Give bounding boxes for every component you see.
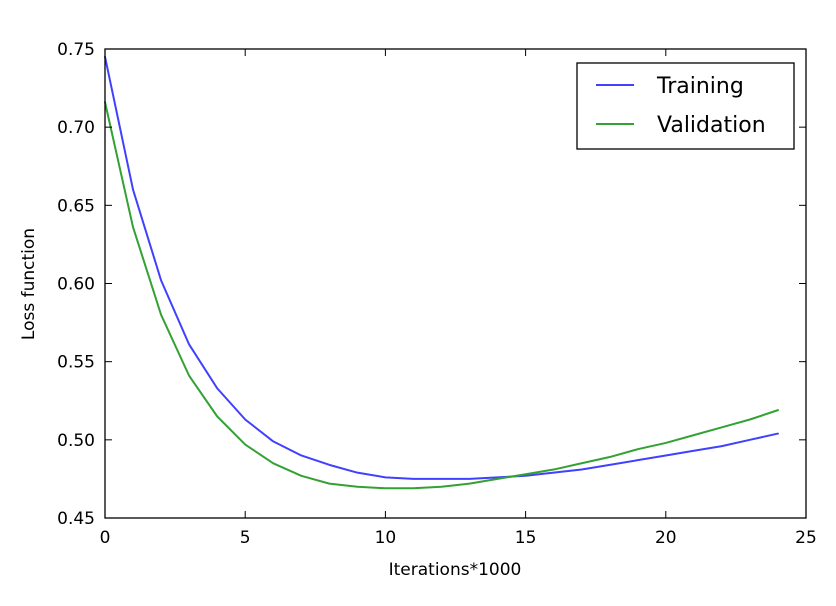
legend-box (576, 62, 795, 150)
y-tick-label: 0.45 (57, 509, 95, 529)
y-tick-label: 0.70 (57, 118, 95, 138)
series-layer (104, 55, 779, 490)
series-line-validation (104, 101, 779, 490)
legend-label-training: Training (656, 74, 744, 99)
x-tick-label: 15 (515, 528, 537, 548)
series-line-training (104, 55, 779, 480)
y-axis-ticks: 0.45 0.50 0.55 0.60 0.65 0.70 0.75 (57, 40, 806, 529)
x-axis-label: Iterations*1000 (389, 560, 522, 580)
y-tick-label: 0.50 (57, 431, 95, 451)
x-tick-label: 25 (795, 528, 817, 548)
x-tick-label: 20 (655, 528, 677, 548)
x-tick-label: 0 (100, 528, 111, 548)
y-axis-label: Loss function (19, 228, 39, 340)
y-tick-label: 0.65 (57, 196, 95, 216)
x-axis-ticks: 0 5 10 15 20 25 (100, 49, 817, 548)
legend-label-validation: Validation (657, 113, 766, 138)
y-tick-label: 0.75 (57, 40, 95, 60)
x-tick-label: 10 (375, 528, 397, 548)
x-tick-label: 5 (240, 528, 251, 548)
y-tick-label: 0.60 (57, 275, 95, 295)
legend: Training Validation (576, 62, 795, 150)
y-tick-label: 0.55 (57, 353, 95, 373)
